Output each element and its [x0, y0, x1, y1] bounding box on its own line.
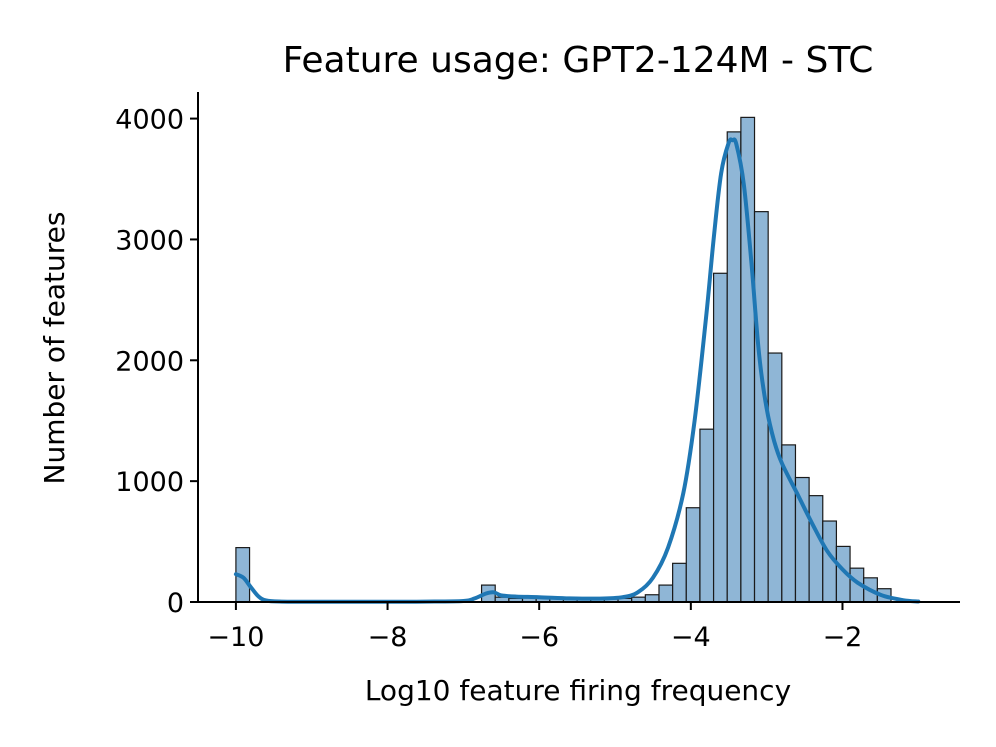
y-tick-label: 1000 — [115, 467, 184, 498]
histogram-bar — [808, 495, 824, 603]
y-tick-label: 0 — [167, 588, 184, 619]
y-axis-ticks: 0 1000 2000 3000 4000 — [115, 105, 198, 619]
y-axis-label: Number of features — [38, 212, 71, 485]
x-tick-label: −10 — [207, 622, 264, 653]
x-tick-label: −4 — [671, 622, 711, 653]
histogram-bar — [712, 272, 728, 603]
histogram-bar — [699, 428, 715, 603]
histogram-bar — [726, 131, 742, 603]
histogram-bars — [235, 116, 892, 603]
x-tick-label: −6 — [519, 622, 559, 653]
x-axis-ticks: −10 −8 −6 −4 −2 — [207, 602, 862, 653]
histogram-bar — [644, 594, 660, 603]
kde-curve — [233, 137, 921, 604]
histogram-bar — [767, 352, 783, 603]
histogram-bar — [672, 562, 687, 603]
x-tick-label: −8 — [368, 622, 408, 653]
histogram-bar — [685, 507, 701, 603]
x-axis-label: Log10 feature firing frequency — [365, 674, 791, 707]
chart-title: Feature usage: GPT2-124M - STC — [283, 40, 874, 81]
x-tick-label: −2 — [823, 622, 863, 653]
y-tick-label: 4000 — [115, 105, 184, 136]
histogram-bar — [658, 584, 674, 603]
y-tick-label: 3000 — [115, 225, 184, 256]
y-tick-label: 2000 — [115, 346, 184, 377]
